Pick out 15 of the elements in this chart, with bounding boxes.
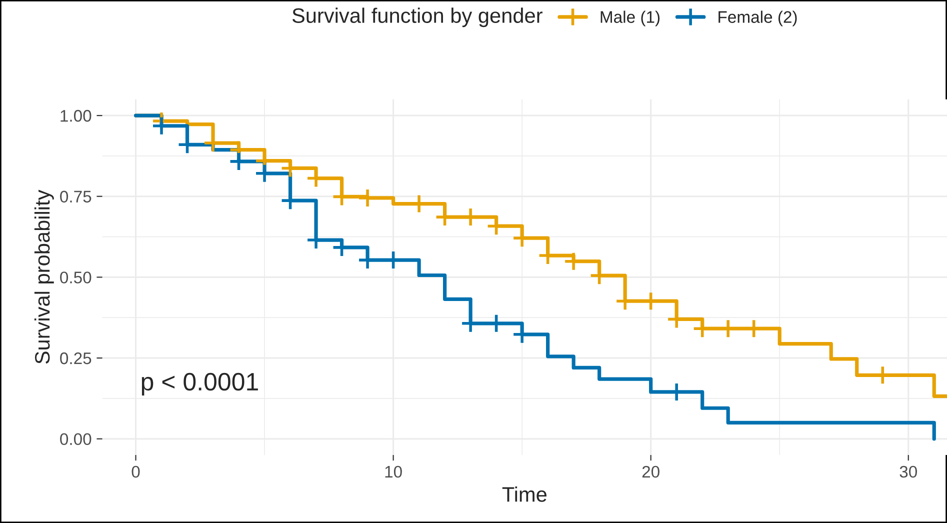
x-tick-label: 30 (900, 466, 917, 478)
legend-label: Female (2) (718, 10, 797, 26)
y-tick-label: 0.00 (60, 433, 92, 446)
legend-label: Male (1) (600, 10, 660, 26)
x-tick-label: 0 (132, 466, 140, 478)
legend-title: Survival function by gender (292, 8, 542, 28)
x-tick-label: 20 (642, 466, 660, 478)
y-tick-label: 1.00 (60, 110, 92, 122)
annotation: p < 0.0001 (142, 372, 258, 396)
y-axis-title: Survival probability (34, 190, 54, 364)
x-tick-label: 10 (385, 466, 402, 478)
y-tick-label: 0.25 (60, 352, 92, 364)
x-axis-title: Time (502, 486, 546, 502)
y-tick-label: 0.75 (60, 190, 92, 203)
y-tick-label: 0.50 (60, 272, 92, 284)
